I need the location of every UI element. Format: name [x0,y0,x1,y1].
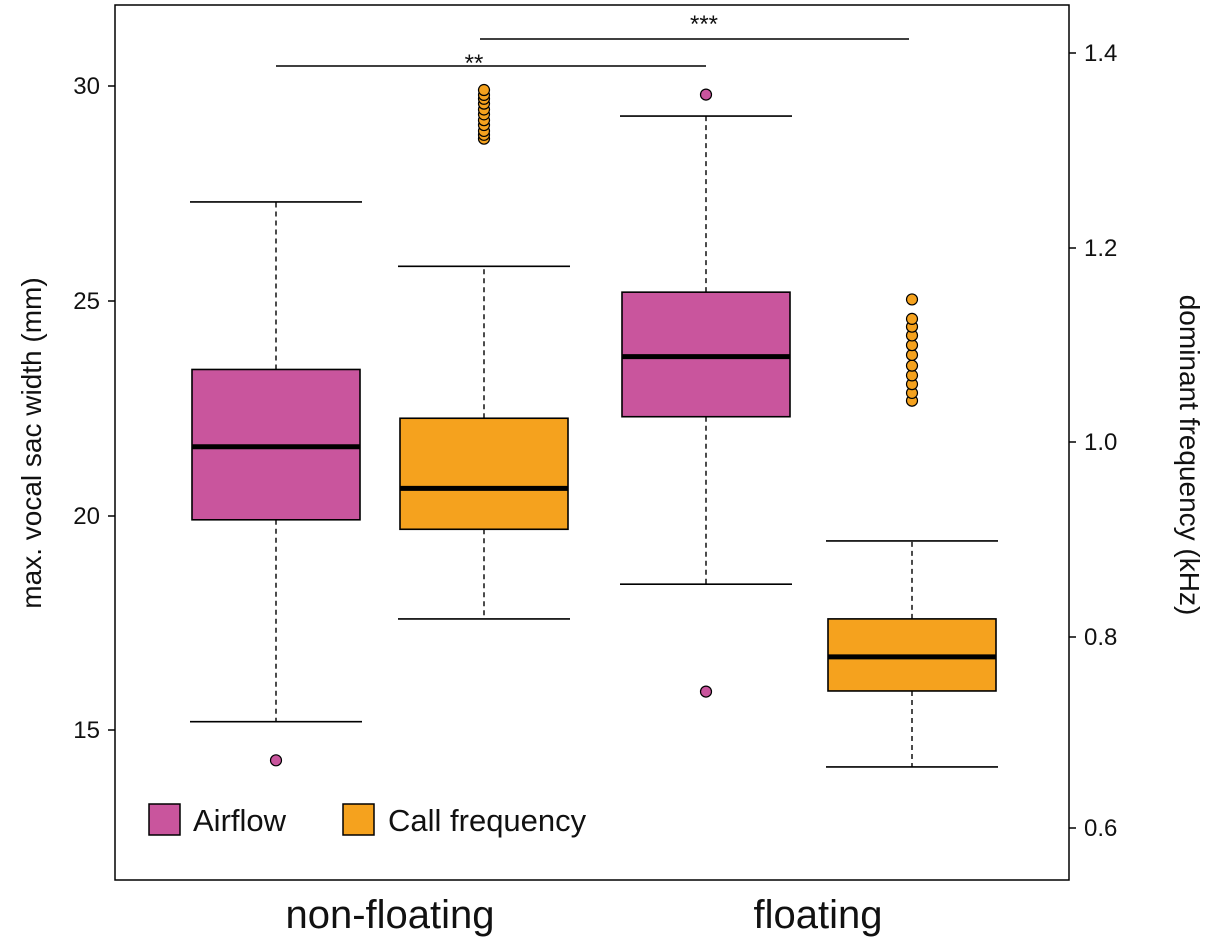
left-tick-label: 15 [73,717,100,744]
outlier-point-airflow [699,685,713,698]
left-tick-label: 20 [73,503,100,530]
category-label: non-floating [285,893,494,937]
legend-swatch-call-frequency [342,803,375,836]
outlier-point-airflow [699,88,713,101]
right-tick-label: 0.8 [1084,624,1117,651]
right-axis: 0.6 0.8 1.0 1.2 1.4 [1069,40,1117,842]
significance-layer: ** *** [276,11,909,77]
legend-swatch-airflow [148,803,181,836]
left-axis-title: max. vocal sac width (mm) [16,277,47,608]
significance-label: ** [465,50,484,77]
legend: Airflow Call frequency [148,803,587,838]
outlier-point-call-frequency [905,359,919,372]
legend-label-airflow: Airflow [193,803,287,838]
legend-label-call-frequency: Call frequency [388,803,587,838]
left-tick-label: 25 [73,288,100,315]
box-call-frequency [399,417,569,531]
right-tick-label: 1.2 [1084,235,1117,262]
box-layer [190,83,998,768]
right-tick-label: 1.0 [1084,429,1117,456]
right-axis-title: dominant frequency (kHz) [1174,295,1205,616]
right-tick-label: 1.4 [1084,40,1117,67]
left-tick-label: 30 [73,73,100,100]
outlier-point-call-frequency [905,293,919,306]
outlier-point-call-frequency [477,83,491,97]
outlier-point-call-frequency [905,312,919,326]
outlier-point-airflow [269,754,283,767]
left-axis: 15 20 25 30 [73,73,115,744]
significance-label: *** [690,11,718,38]
category-label: floating [754,893,883,937]
right-tick-label: 0.6 [1084,815,1117,842]
